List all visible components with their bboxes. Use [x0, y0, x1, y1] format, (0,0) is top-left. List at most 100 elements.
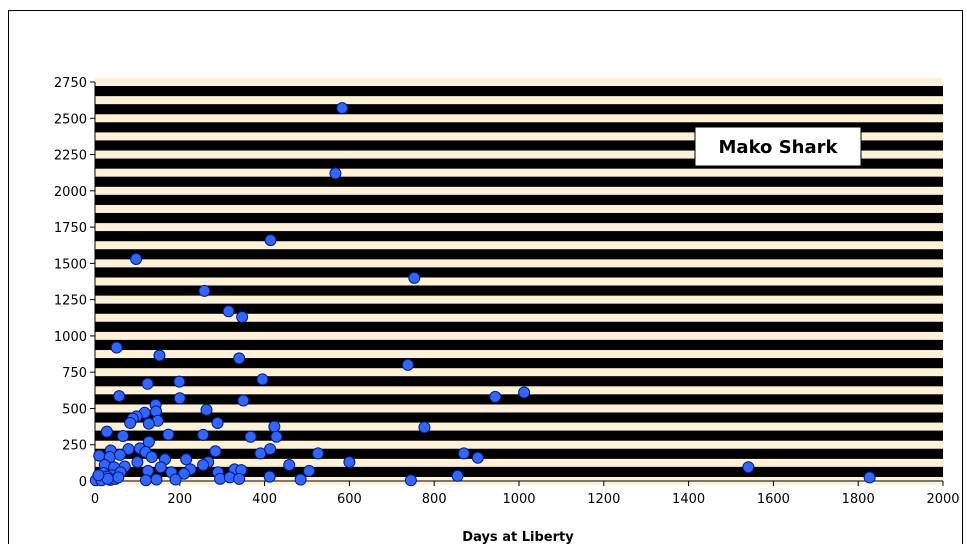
data-point — [122, 443, 135, 456]
y-axis: 0 250 500 750 1000 1250 1500 1750 2000 2250 2500 27… — [54, 76, 96, 490]
data-points — [89, 102, 876, 487]
data-point — [408, 271, 421, 284]
y-tick-label: 750 — [62, 366, 87, 381]
grid-band — [95, 96, 943, 105]
data-point — [471, 451, 484, 464]
y-tick-label: 500 — [62, 402, 87, 417]
data-point — [141, 377, 154, 390]
grid-band — [95, 259, 943, 268]
grid-band — [95, 331, 943, 340]
data-point — [153, 349, 166, 362]
data-point — [270, 430, 283, 443]
grid-band — [95, 150, 943, 159]
grid-band — [95, 404, 943, 413]
grid-band — [95, 223, 943, 232]
data-point — [233, 352, 246, 365]
data-point — [145, 451, 158, 464]
data-point — [139, 474, 152, 487]
x-tick-label: 600 — [337, 492, 362, 507]
grid-band — [95, 241, 943, 250]
y-tick-label: 2500 — [54, 112, 87, 127]
grid-band — [95, 440, 943, 449]
y-tick-label: 250 — [62, 439, 87, 454]
data-point — [92, 469, 105, 482]
data-point — [131, 456, 144, 469]
data-point — [198, 284, 211, 297]
data-point — [233, 472, 246, 485]
data-point — [237, 394, 250, 407]
data-point — [150, 473, 163, 486]
data-point — [303, 464, 316, 477]
data-point — [154, 461, 167, 474]
grid-band — [95, 458, 943, 467]
grid-band — [95, 186, 943, 195]
data-point — [142, 417, 155, 430]
grid-band — [95, 168, 943, 177]
x-tick-label: 400 — [252, 492, 277, 507]
y-tick-label: 1000 — [54, 330, 87, 345]
data-point — [336, 102, 349, 115]
grid-band — [95, 78, 943, 86]
x-tick-label: 0 — [91, 492, 99, 507]
data-point — [343, 456, 356, 469]
data-point — [200, 403, 213, 416]
x-axis-label: Days at Liberty — [462, 530, 574, 545]
x-tick-label: 1000 — [502, 492, 535, 507]
x-tick-label: 800 — [422, 492, 447, 507]
y-tick-label: 2750 — [54, 76, 87, 91]
data-point — [173, 392, 186, 405]
data-point — [162, 428, 175, 441]
data-point — [263, 470, 276, 483]
data-point — [180, 453, 193, 466]
grid-band — [95, 422, 943, 431]
y-tick-label: 1250 — [54, 294, 87, 309]
data-point — [113, 390, 126, 403]
grid-band — [95, 295, 943, 304]
data-point — [283, 459, 296, 472]
data-point — [178, 467, 191, 480]
x-tick-label: 1600 — [757, 492, 790, 507]
grid-band — [95, 350, 943, 359]
data-point — [112, 471, 125, 484]
x-tick-label: 2000 — [926, 492, 959, 507]
grid-band — [95, 277, 943, 286]
data-point — [401, 358, 414, 371]
y-tick-label: 2000 — [54, 185, 87, 200]
data-point — [214, 472, 227, 485]
data-point — [236, 311, 249, 324]
data-point — [169, 473, 182, 486]
data-point — [268, 420, 281, 433]
data-point — [110, 341, 123, 354]
data-point — [312, 447, 325, 460]
legend-box — [694, 126, 862, 167]
data-point — [457, 447, 470, 460]
grid-band — [95, 114, 943, 123]
data-point — [329, 167, 342, 180]
data-point — [197, 428, 210, 441]
data-point — [211, 416, 224, 429]
data-point — [418, 421, 431, 434]
x-tick-label: 1200 — [587, 492, 620, 507]
y-tick-label: 1750 — [54, 221, 87, 236]
chart-frame — [8, 10, 963, 544]
grid-band — [95, 313, 943, 322]
legend-label: Mako Shark — [719, 137, 839, 158]
data-point — [264, 234, 277, 247]
data-point — [209, 445, 222, 458]
data-point — [294, 473, 307, 486]
y-tick-label: 2250 — [54, 149, 87, 164]
data-point — [451, 469, 464, 482]
data-point — [256, 373, 269, 386]
data-point — [116, 430, 129, 443]
data-point — [742, 461, 755, 474]
data-point — [222, 305, 235, 318]
data-point — [518, 386, 531, 399]
data-point — [130, 253, 143, 266]
data-point — [404, 474, 417, 487]
data-point — [264, 443, 277, 456]
data-point — [244, 430, 257, 443]
y-tick-label: 0 — [79, 475, 87, 490]
data-point — [173, 375, 186, 388]
data-point — [100, 425, 113, 438]
